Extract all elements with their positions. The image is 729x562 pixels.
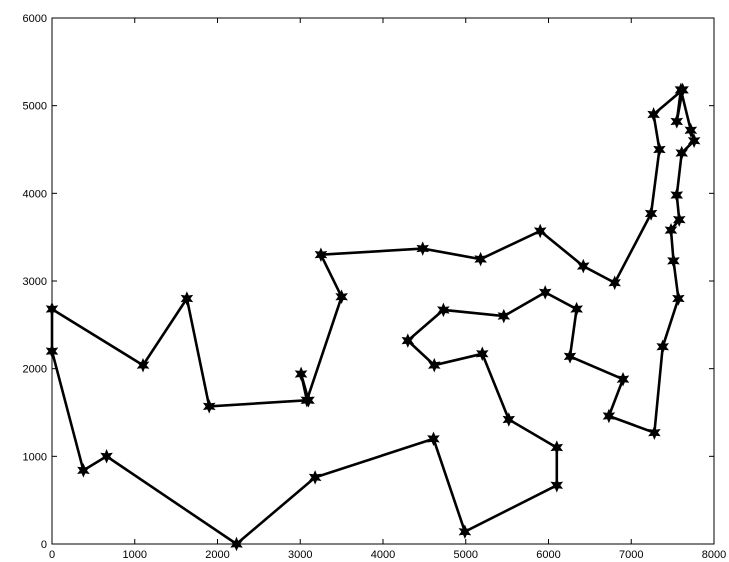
data-point	[570, 301, 583, 317]
y-tick-label: 4000	[23, 188, 47, 200]
data-point	[230, 536, 243, 552]
data-point	[502, 412, 516, 427]
data-point	[672, 212, 686, 227]
data-point	[608, 275, 621, 291]
data-point	[428, 357, 441, 373]
data-point	[647, 107, 660, 122]
data-point	[670, 187, 684, 203]
data-point	[45, 301, 59, 317]
data-point	[77, 463, 90, 478]
data-point	[202, 399, 216, 414]
data-point	[667, 253, 680, 269]
data-point	[616, 371, 630, 387]
y-tick-label: 6000	[23, 13, 47, 25]
data-point	[676, 82, 689, 98]
y-tick-label: 5000	[23, 101, 47, 113]
x-tick-label: 7000	[619, 549, 643, 561]
x-tick-label: 1000	[123, 549, 147, 561]
data-point	[653, 142, 666, 157]
data-point	[644, 206, 658, 221]
data-point	[136, 357, 150, 373]
data-point	[550, 440, 564, 455]
tick-labels: 0 1000 2000 3000 4000 5000 6000 7000 8000 0 1000 20…	[23, 13, 727, 561]
data-point	[563, 349, 577, 364]
data-point	[427, 431, 440, 447]
data-point	[100, 449, 113, 464]
y-tick-label: 0	[41, 539, 47, 551]
markers	[45, 82, 701, 552]
data-point	[497, 308, 511, 324]
data-point	[302, 392, 315, 408]
x-tick-label: 6000	[536, 549, 560, 561]
data-point	[335, 289, 348, 305]
y-tick-label: 1000	[23, 451, 47, 463]
x-tick-label: 2000	[205, 549, 229, 561]
data-point	[656, 339, 669, 355]
x-tick-label: 0	[49, 549, 55, 561]
data-point	[550, 478, 564, 493]
data-point	[45, 343, 59, 359]
y-tick-label: 3000	[23, 276, 47, 288]
data-point	[675, 145, 689, 161]
data-point	[476, 346, 489, 362]
data-point	[416, 241, 429, 256]
x-tick-label: 4000	[371, 549, 395, 561]
data-point	[670, 114, 684, 129]
data-point	[458, 524, 472, 539]
data-point	[314, 247, 328, 262]
ticks	[51, 17, 715, 545]
y-tick-label: 2000	[23, 364, 47, 376]
data-point	[474, 251, 487, 267]
x-tick-label: 8000	[702, 549, 726, 561]
data-point	[437, 302, 450, 318]
data-point	[664, 222, 678, 238]
data-point	[294, 366, 308, 382]
data-point	[401, 333, 415, 348]
data-point	[687, 133, 701, 148]
data-point	[672, 291, 685, 306]
data-point	[576, 258, 590, 274]
data-point	[180, 291, 194, 306]
data-point	[308, 470, 322, 485]
x-tick-label: 5000	[454, 549, 478, 561]
data-point	[533, 223, 547, 239]
x-tick-label: 3000	[288, 549, 312, 561]
data-point	[538, 285, 552, 300]
data-point	[684, 122, 698, 138]
data-point	[648, 425, 661, 440]
data-point	[602, 408, 616, 424]
